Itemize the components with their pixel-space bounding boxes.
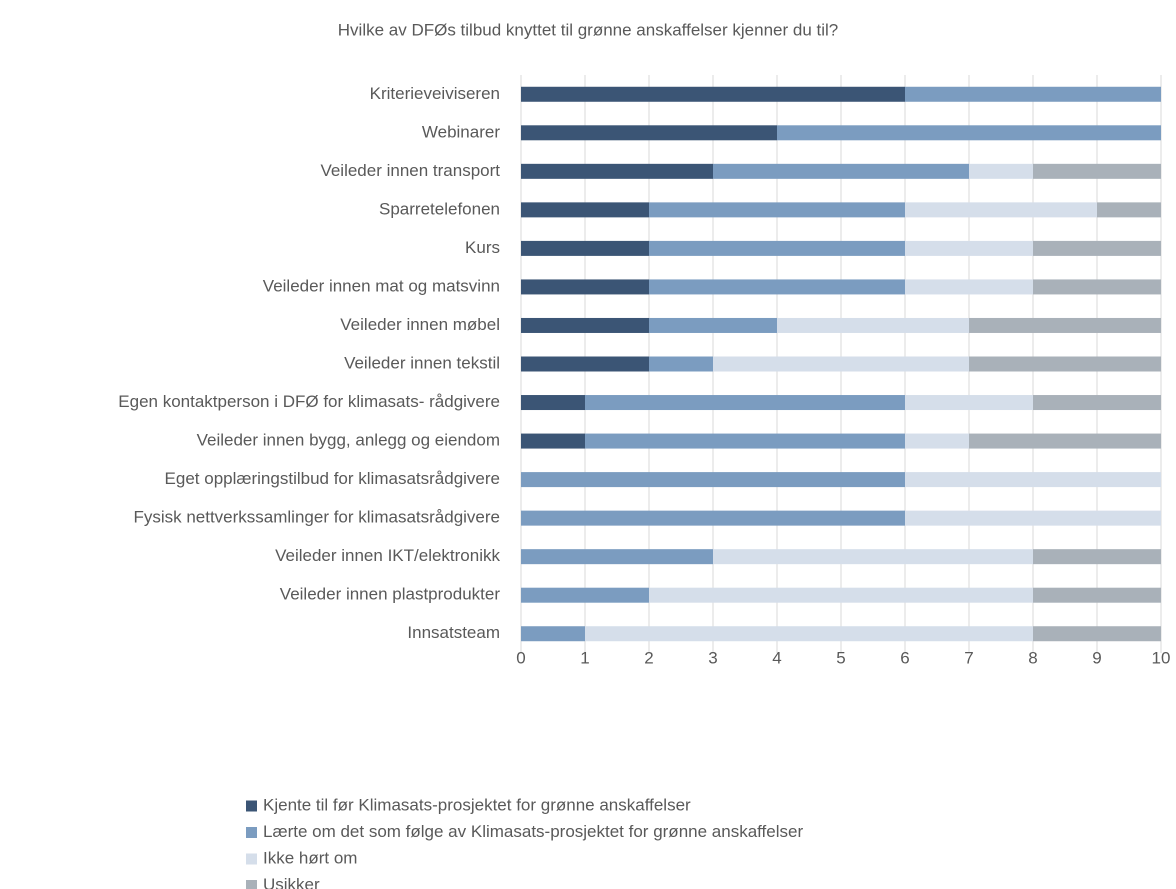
legend-label: Usikker <box>263 875 320 889</box>
bar-segment <box>905 395 1033 411</box>
bar-segment <box>521 510 905 526</box>
legend-swatch <box>246 853 257 865</box>
y-tick-label: Eget opplæringstilbud for klimasatsrådgi… <box>165 469 500 488</box>
bar-segment <box>905 240 1033 256</box>
y-tick-label: Veileder innen mat og matsvinn <box>263 276 500 295</box>
x-tick-label: 3 <box>708 648 717 667</box>
bar-segment <box>521 472 905 488</box>
chart-title: Hvilke av DFØs tilbud knyttet til grønne… <box>338 20 838 39</box>
bar-segment <box>905 472 1161 488</box>
bar-segment <box>905 279 1033 295</box>
bar-segment <box>521 626 585 642</box>
legend-swatch <box>246 880 257 889</box>
bar-segment <box>1033 587 1161 603</box>
y-tick-label: Sparretelefonen <box>379 199 500 218</box>
x-tick-label: 2 <box>644 648 653 667</box>
bar-segment <box>1033 163 1161 179</box>
bar-segment <box>521 587 649 603</box>
bar-segment <box>777 317 969 333</box>
bar-segment <box>649 317 777 333</box>
x-tick-label: 4 <box>772 648 781 667</box>
legend-swatch <box>246 800 257 812</box>
x-tick-label: 6 <box>900 648 909 667</box>
x-tick-label: 7 <box>964 648 973 667</box>
legend-swatch <box>246 827 257 838</box>
bar-segment <box>521 240 649 256</box>
bar-segment <box>1097 202 1161 218</box>
y-tick-label: Webinarer <box>422 122 500 141</box>
y-tick-label: Veileder innen transport <box>320 161 500 180</box>
bar-segment <box>521 202 649 218</box>
bar-segment <box>521 549 713 565</box>
x-tick-label: 0 <box>516 648 525 667</box>
x-tick-label: 8 <box>1028 648 1037 667</box>
y-tick-label: Veileder innen bygg, anlegg og eiendom <box>197 431 500 450</box>
y-tick-label: Kriterieveiviseren <box>370 84 500 103</box>
x-tick-label: 9 <box>1092 648 1101 667</box>
bar-segment <box>1033 395 1161 411</box>
bar-segment <box>969 433 1161 449</box>
bar-segment <box>521 433 585 449</box>
x-tick-label: 1 <box>580 648 589 667</box>
bar-segment <box>713 549 1033 565</box>
bar-segment <box>521 86 905 102</box>
bar-segment <box>649 202 905 218</box>
bar-segment <box>713 356 969 372</box>
bar-segment <box>969 356 1161 372</box>
bar-segment <box>1033 240 1161 256</box>
bar-segment <box>1033 626 1161 642</box>
bar-segment <box>521 395 585 411</box>
bar-segment <box>649 240 905 256</box>
y-tick-label: Innsatsteam <box>407 623 500 642</box>
bar-segment <box>585 433 905 449</box>
bar-segment <box>649 587 1033 603</box>
bar-segment <box>585 626 1033 642</box>
bar-segment <box>1033 279 1161 295</box>
bar-segment <box>649 279 905 295</box>
y-tick-label: Veileder innen tekstil <box>344 353 500 372</box>
x-tick-label: 10 <box>1152 648 1171 667</box>
y-tick-label: Veileder innen IKT/elektronikk <box>275 546 500 565</box>
bar-segment <box>777 125 1161 141</box>
bar-segment <box>521 356 649 372</box>
legend-label: Kjente til før Klimasats-prosjektet for … <box>263 795 691 814</box>
bar-segment <box>521 125 777 141</box>
bar-segment <box>905 433 969 449</box>
bar-segment <box>905 510 1161 526</box>
bar-segment <box>585 395 905 411</box>
bar-segment <box>713 163 969 179</box>
bar-segment <box>969 317 1161 333</box>
legend-label: Lærte om det som følge av Klimasats-pros… <box>263 822 803 841</box>
bar-segment <box>521 317 649 333</box>
y-tick-label: Egen kontaktperson i DFØ for klimasats- … <box>118 392 500 411</box>
y-tick-label: Fysisk nettverkssamlinger for klimasatsr… <box>133 508 500 527</box>
y-tick-label: Kurs <box>465 238 500 257</box>
bar-segment <box>905 202 1097 218</box>
y-tick-label: Veileder innen møbel <box>340 315 500 334</box>
bar-segment <box>1033 549 1161 565</box>
y-tick-label: Veileder innen plastprodukter <box>280 585 501 604</box>
legend-label: Ikke hørt om <box>263 848 357 867</box>
x-tick-label: 5 <box>836 648 845 667</box>
bar-segment <box>905 86 1161 102</box>
bar-segment <box>649 356 713 372</box>
bar-segment <box>969 163 1033 179</box>
bar-segment <box>521 279 649 295</box>
bar-segment <box>521 163 713 179</box>
